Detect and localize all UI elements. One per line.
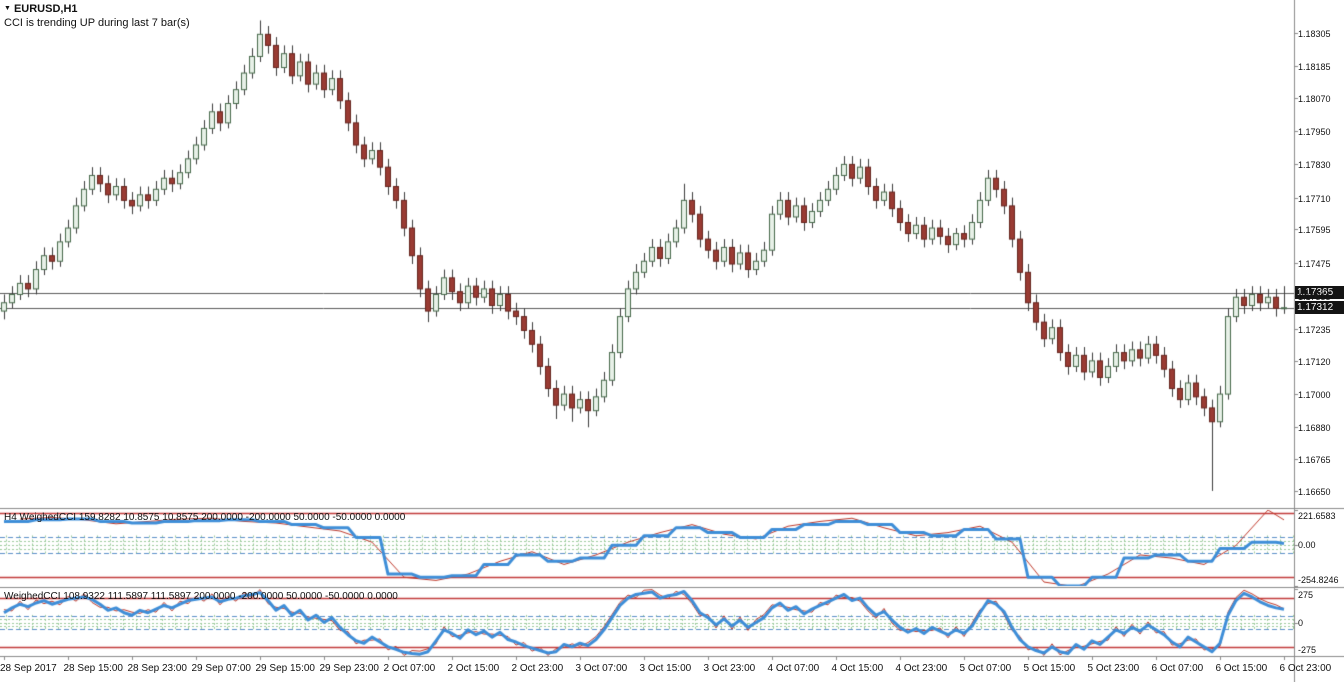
- time-axis-label: 4 Oct 15:00: [831, 663, 884, 674]
- time-axis-label: 28 Sep 2017: [0, 663, 57, 674]
- time-axis-label: 28 Sep 15:00: [63, 663, 124, 674]
- time-axis-label: 29 Sep 15:00: [255, 663, 316, 674]
- price-axis-tick-label: 1.17235: [1298, 324, 1331, 335]
- time-axis-label: 3 Oct 07:00: [575, 663, 628, 674]
- indicator-axis-tick-label: 0.00: [1298, 540, 1316, 551]
- time-axis-label: 6 Oct 15:00: [1215, 663, 1268, 674]
- price-axis-tick-label: 1.18070: [1298, 93, 1331, 104]
- bid-price-tag: 1.17312: [1295, 301, 1344, 314]
- time-axis-label: 2 Oct 23:00: [511, 663, 564, 674]
- time-axis-label: 5 Oct 15:00: [1023, 663, 1076, 674]
- indicator-axis-tick-label: 221.6583: [1298, 511, 1336, 521]
- price-axis-tick-label: 1.17595: [1298, 224, 1331, 235]
- price-axis-tick-label: 1.17950: [1298, 126, 1331, 137]
- time-axis-label: 28 Sep 23:00: [127, 663, 188, 674]
- price-axis-tick-label: 1.18305: [1298, 28, 1331, 39]
- time-axis-label: 2 Oct 15:00: [447, 663, 500, 674]
- indicator-axis-tick-label: -254.8246: [1298, 575, 1339, 585]
- price-axis-tick-label: 1.17710: [1298, 193, 1331, 204]
- price-axis-tick-label: 1.17475: [1298, 258, 1331, 269]
- indicator-comment-text: CCI is trending UP during last 7 bar(s): [4, 17, 190, 29]
- time-axis-label: 6 Oct 23:00: [1279, 663, 1332, 674]
- time-axis-label: 5 Oct 23:00: [1087, 663, 1140, 674]
- price-axis-tick-label: 1.18185: [1298, 61, 1331, 72]
- price-axis-tick-label: 1.17830: [1298, 159, 1331, 170]
- time-axis-label: 2 Oct 07:00: [383, 663, 436, 674]
- indicator1-params-label: H4 WeighedCCI 159.8282 10.8575 10.8575 2…: [4, 512, 406, 523]
- symbol-dropdown-icon[interactable]: ▼: [4, 5, 11, 12]
- ask-price-tag: 1.17365: [1295, 286, 1344, 299]
- time-axis-label: 4 Oct 07:00: [767, 663, 820, 674]
- price-axis-tick-label: 1.16765: [1298, 454, 1331, 465]
- indicator-axis-tick-label: 0: [1298, 617, 1304, 628]
- price-axis-tick-label: 1.17120: [1298, 356, 1331, 367]
- price-axis-tick-label: 1.16650: [1298, 486, 1331, 497]
- symbol-text: EURUSD,H1: [13, 3, 78, 15]
- time-axis-label: 29 Sep 23:00: [319, 663, 380, 674]
- price-axis-tick-label: 1.17355: [1298, 291, 1331, 302]
- time-axis-label: 3 Oct 15:00: [639, 663, 692, 674]
- price-axis-tick-label: 1.16880: [1298, 422, 1331, 433]
- time-axis-label: 5 Oct 07:00: [959, 663, 1012, 674]
- time-axis-label: 6 Oct 07:00: [1151, 663, 1204, 674]
- symbol-timeframe-label: ▼ EURUSD,H1: [4, 3, 78, 15]
- time-axis-label: 29 Sep 07:00: [191, 663, 252, 674]
- indicator2-params-label: WeighedCCI 108.9322 111.5897 111.5897 20…: [4, 591, 398, 602]
- time-axis-label: 4 Oct 23:00: [895, 663, 948, 674]
- time-axis-label: 3 Oct 23:00: [703, 663, 756, 674]
- indicator-axis-tick-label: 275: [1298, 590, 1314, 600]
- indicator-axis-tick-label: -275: [1298, 645, 1317, 655]
- price-axis-tick-label: 1.17000: [1298, 389, 1331, 400]
